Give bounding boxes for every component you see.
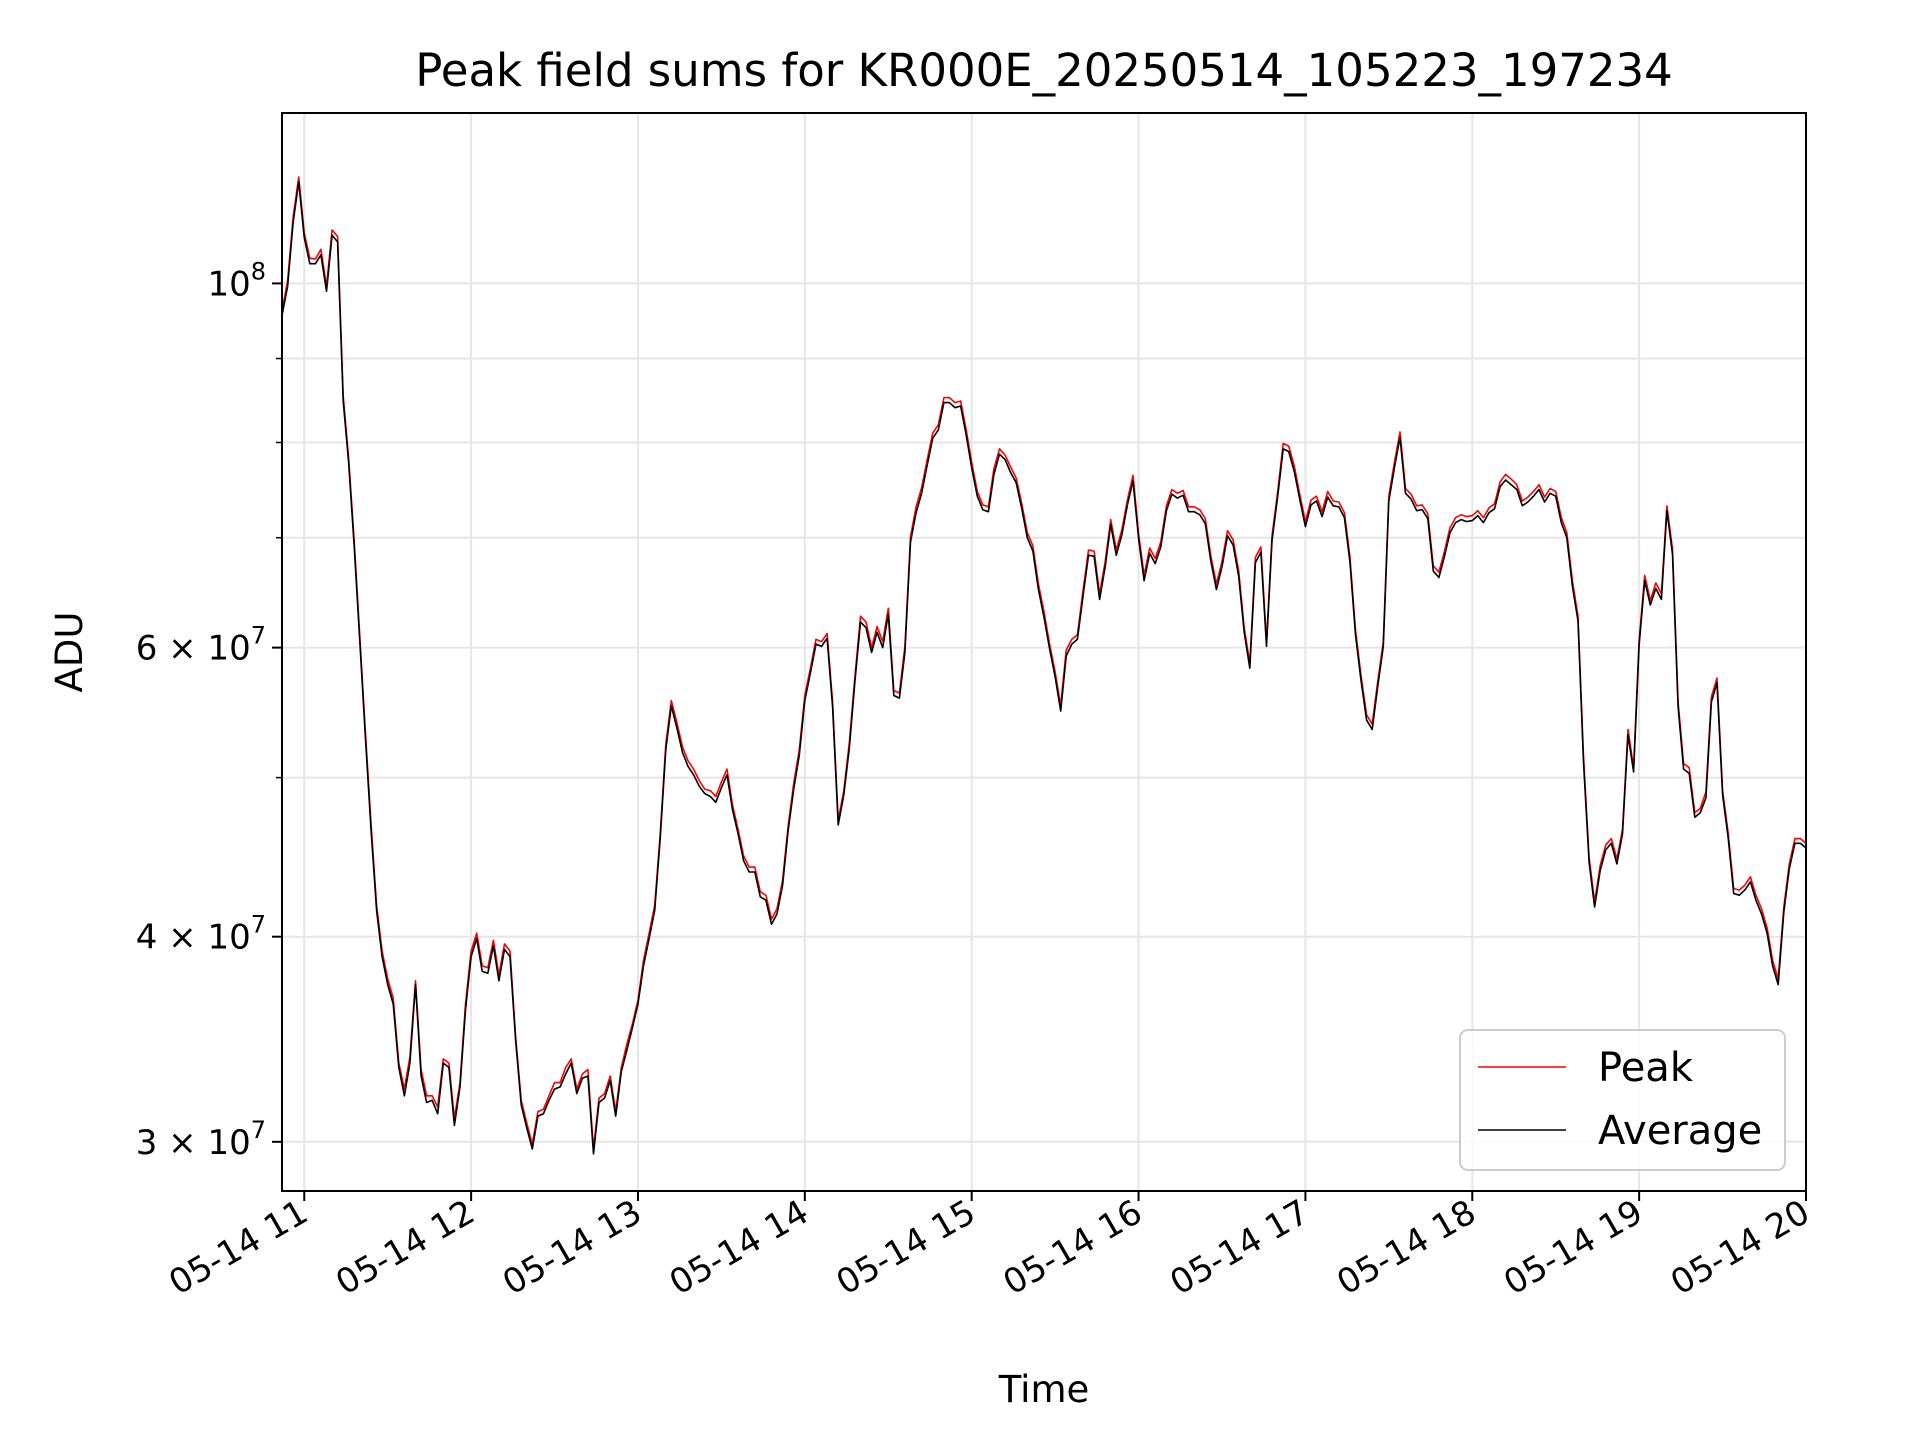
y-axis-label: ADU [48, 612, 91, 693]
y-tick-mantissa: 3 × 10 [136, 1123, 251, 1163]
series-line-average [281, 181, 1807, 1155]
legend: Peak Average [1459, 1029, 1786, 1171]
chart-title: Peak field sums for KR000E_20250514_1052… [415, 44, 1673, 97]
legend-box [1459, 1029, 1786, 1171]
y-tick-exponent: 7 [251, 1116, 266, 1144]
y-tick-label: 4 × 107 [136, 911, 266, 958]
legend-label-average: Average [1598, 1108, 1762, 1154]
y-tick-label: 6 × 107 [136, 622, 266, 669]
y-tick-mantissa: 6 × 10 [136, 629, 251, 669]
y-tick-label: 3 × 107 [136, 1116, 266, 1163]
y-tick-exponent: 7 [251, 911, 266, 939]
series-lines [281, 176, 1807, 1155]
legend-label-peak: Peak [1598, 1045, 1694, 1091]
y-tick-base: 10 [207, 264, 250, 304]
y-tick-label: 108 [207, 257, 266, 304]
y-tick-mantissa: 4 × 10 [136, 918, 251, 958]
y-tick-exponent: 8 [251, 257, 266, 285]
x-axis-label: Time [998, 1368, 1090, 1411]
y-tick-exponent: 7 [251, 622, 266, 650]
plot-frame [281, 112, 1807, 1192]
